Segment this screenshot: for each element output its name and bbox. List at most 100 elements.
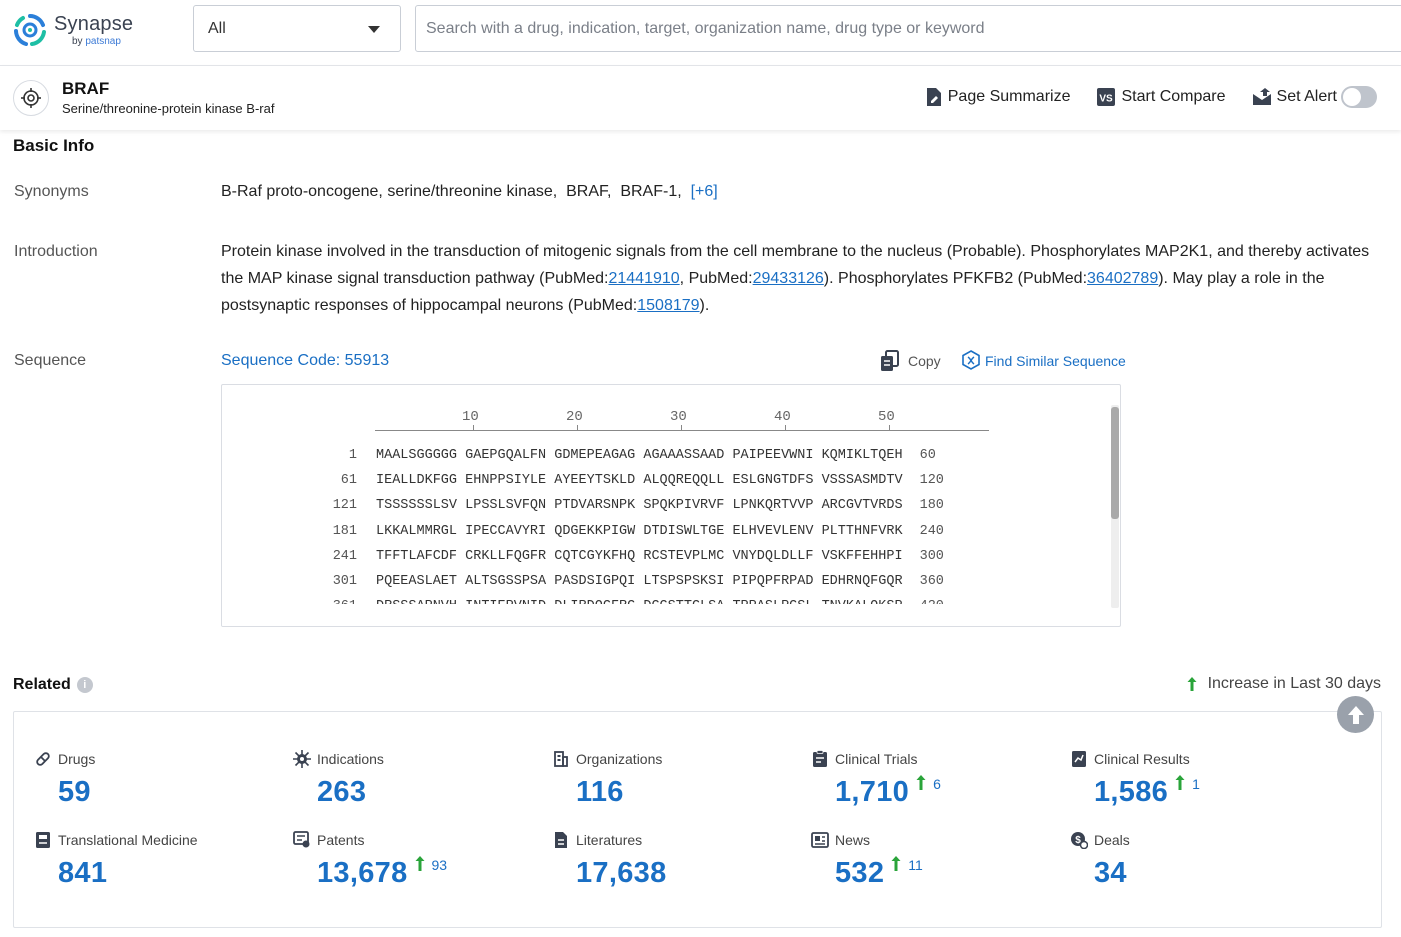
set-alert-control[interactable]: Set Alert bbox=[1252, 86, 1377, 108]
stat-literatures[interactable]: Literatures 17,638 bbox=[552, 831, 667, 890]
pubmed-link[interactable]: 29433126 bbox=[753, 270, 824, 287]
stat-label: Deals bbox=[1094, 832, 1130, 848]
stat-value: 1,710 bbox=[835, 776, 909, 809]
stat-value: 34 bbox=[1094, 857, 1127, 890]
page-summarize-button[interactable]: Page Summarize bbox=[925, 87, 1071, 107]
sequence-line: 301PQEEASLAET ALTSGSSPSA PASDSIGPQI LTSP… bbox=[222, 574, 944, 599]
newspaper-icon bbox=[811, 831, 829, 849]
synonym: BRAF-1, bbox=[620, 183, 681, 200]
sequence-line: 121 TSSSSSSLSV LPSSLSVFQN PTDVARSNPK SPQK… bbox=[222, 498, 944, 523]
sequence-line: 61 IEALLDKFGG EHNPPSIYLE AYEEYTSKLD ALQQR… bbox=[222, 473, 944, 498]
ruler-tick-label: 50 bbox=[878, 409, 895, 425]
sequence-residues: TSSSSSSLSV LPSSLSVFQN PTDVARSNPK SPQKPIV… bbox=[376, 498, 903, 523]
search-scope-value: All bbox=[208, 20, 226, 38]
pubmed-link[interactable]: 21441910 bbox=[608, 270, 679, 287]
start-compare-button[interactable]: VS Start Compare bbox=[1096, 87, 1225, 107]
sequence-start-index: 301 bbox=[222, 574, 357, 599]
sequence-clip-mask bbox=[222, 604, 1112, 627]
stat-increase-count: 6 bbox=[933, 776, 941, 792]
alert-mail-icon bbox=[1252, 87, 1272, 107]
copy-label: Copy bbox=[908, 353, 941, 369]
ruler-tick-label: 10 bbox=[462, 409, 479, 425]
arrow-up-icon bbox=[414, 855, 426, 876]
chevron-down-icon bbox=[368, 26, 380, 33]
set-alert-toggle[interactable] bbox=[1341, 86, 1377, 108]
stat-clinical-trials[interactable]: Clinical Trials 1,710 6 bbox=[811, 750, 941, 809]
stat-drugs[interactable]: Drugs 59 bbox=[34, 750, 95, 809]
stat-label: News bbox=[835, 832, 870, 848]
search-scope-select[interactable]: All bbox=[193, 5, 401, 52]
sequence-viewer[interactable]: 10 20 30 40 50 1MAALSGGGGG GAEPGQALFN GD… bbox=[221, 384, 1121, 627]
svg-text:VS: VS bbox=[1100, 94, 1114, 105]
basic-info-title: Basic Info bbox=[13, 136, 94, 156]
synapse-logo-icon bbox=[12, 12, 48, 48]
find-similar-sequence-button[interactable]: Find Similar Sequence bbox=[961, 350, 1126, 372]
intro-text: ). bbox=[700, 297, 710, 314]
ruler-tick-label: 30 bbox=[670, 409, 687, 425]
sequence-code-link[interactable]: Sequence Code: 55913 bbox=[221, 352, 389, 370]
deal-icon: $ bbox=[1070, 831, 1088, 849]
document-icon bbox=[552, 831, 570, 849]
introduction-label: Introduction bbox=[14, 243, 98, 261]
stat-increase-count: 1 bbox=[1192, 776, 1200, 792]
arrow-up-icon bbox=[915, 774, 927, 795]
increase-legend-label: Increase in Last 30 days bbox=[1208, 675, 1381, 693]
sequence-line: 241 TFFTLAFCDF CRKLLFQGFR CQTCGYKFHQ RCST… bbox=[222, 549, 944, 574]
start-compare-label: Start Compare bbox=[1121, 88, 1225, 106]
sequence-residues: LKKALMMRGL IPECCAVYRI QDGEKKPIGW DTDISWL… bbox=[376, 524, 903, 549]
sequence-start-index: 241 bbox=[222, 549, 357, 574]
pubmed-link[interactable]: 1508179 bbox=[637, 297, 699, 314]
synonyms-label: Synonyms bbox=[14, 183, 89, 201]
stat-value: 532 bbox=[835, 857, 884, 890]
synapse-logo[interactable]: Synapse by patsnap bbox=[12, 12, 133, 48]
logo-brand: patsnap bbox=[85, 36, 121, 47]
pill-icon bbox=[34, 750, 52, 768]
stat-indications[interactable]: Indications 263 bbox=[293, 750, 384, 809]
arrow-up-icon bbox=[1346, 704, 1366, 726]
synonym: B-Raf proto-oncogene, serine/threonine k… bbox=[221, 183, 557, 200]
sequence-scrollbar-thumb[interactable] bbox=[1111, 407, 1119, 519]
copy-sequence-button[interactable]: Copy bbox=[880, 350, 941, 372]
patent-icon bbox=[293, 831, 311, 849]
sequence-residues: TFFTLAFCDF CRKLLFQGFR CQTCGYKFHQ RCSTEVP… bbox=[376, 549, 903, 574]
sequence-end-index: 120 bbox=[920, 473, 944, 498]
stat-value: 841 bbox=[58, 857, 107, 890]
search-input[interactable] bbox=[415, 5, 1401, 52]
stat-value: 1,586 bbox=[1094, 776, 1168, 809]
synonym: BRAF, bbox=[566, 183, 611, 200]
logo-byline: by patsnap bbox=[72, 37, 133, 47]
dna-search-icon bbox=[961, 350, 981, 372]
stat-label: Clinical Trials bbox=[835, 751, 917, 767]
sequence-start-index: 1 bbox=[222, 448, 357, 473]
sequence-end-index: 180 bbox=[920, 498, 944, 523]
sequence-ruler: 10 20 30 40 50 bbox=[375, 409, 989, 431]
stat-increase-count: 11 bbox=[908, 857, 923, 873]
stat-organizations[interactable]: Organizations 116 bbox=[552, 750, 662, 809]
stat-deals[interactable]: $ Deals 34 bbox=[1070, 831, 1130, 890]
stat-value: 59 bbox=[58, 776, 91, 809]
versus-icon: VS bbox=[1096, 87, 1116, 107]
synonyms-more-link[interactable]: [+6] bbox=[691, 183, 718, 200]
logo-by: by bbox=[72, 36, 83, 47]
stat-clinical-results[interactable]: Clinical Results 1,586 1 bbox=[1070, 750, 1200, 809]
stat-label: Literatures bbox=[576, 832, 642, 848]
target-full-name: Serine/threonine-protein kinase B-raf bbox=[62, 101, 274, 116]
related-title: Related i bbox=[13, 676, 93, 694]
sequence-start-index: 121 bbox=[222, 498, 357, 523]
ruler-tick bbox=[473, 425, 474, 430]
stat-translational-medicine[interactable]: Translational Medicine 841 bbox=[34, 831, 198, 890]
chart-doc-icon bbox=[1070, 750, 1088, 768]
sequence-start-index: 61 bbox=[222, 473, 357, 498]
scroll-to-top-button[interactable] bbox=[1337, 696, 1374, 733]
stat-increase: 11 bbox=[890, 855, 923, 876]
document-pen-icon bbox=[925, 87, 943, 107]
sequence-residues: IEALLDKFGG EHNPPSIYLE AYEEYTSKLD ALQQREQ… bbox=[376, 473, 903, 498]
info-icon[interactable]: i bbox=[77, 677, 93, 693]
stat-patents[interactable]: Patents 13,678 93 bbox=[293, 831, 447, 890]
stat-label: Indications bbox=[317, 751, 384, 767]
stat-value: 116 bbox=[576, 776, 624, 809]
stat-value: 263 bbox=[317, 776, 366, 809]
target-name: BRAF bbox=[62, 79, 109, 99]
stat-news[interactable]: News 532 11 bbox=[811, 831, 923, 890]
pubmed-link[interactable]: 36402789 bbox=[1087, 270, 1158, 287]
